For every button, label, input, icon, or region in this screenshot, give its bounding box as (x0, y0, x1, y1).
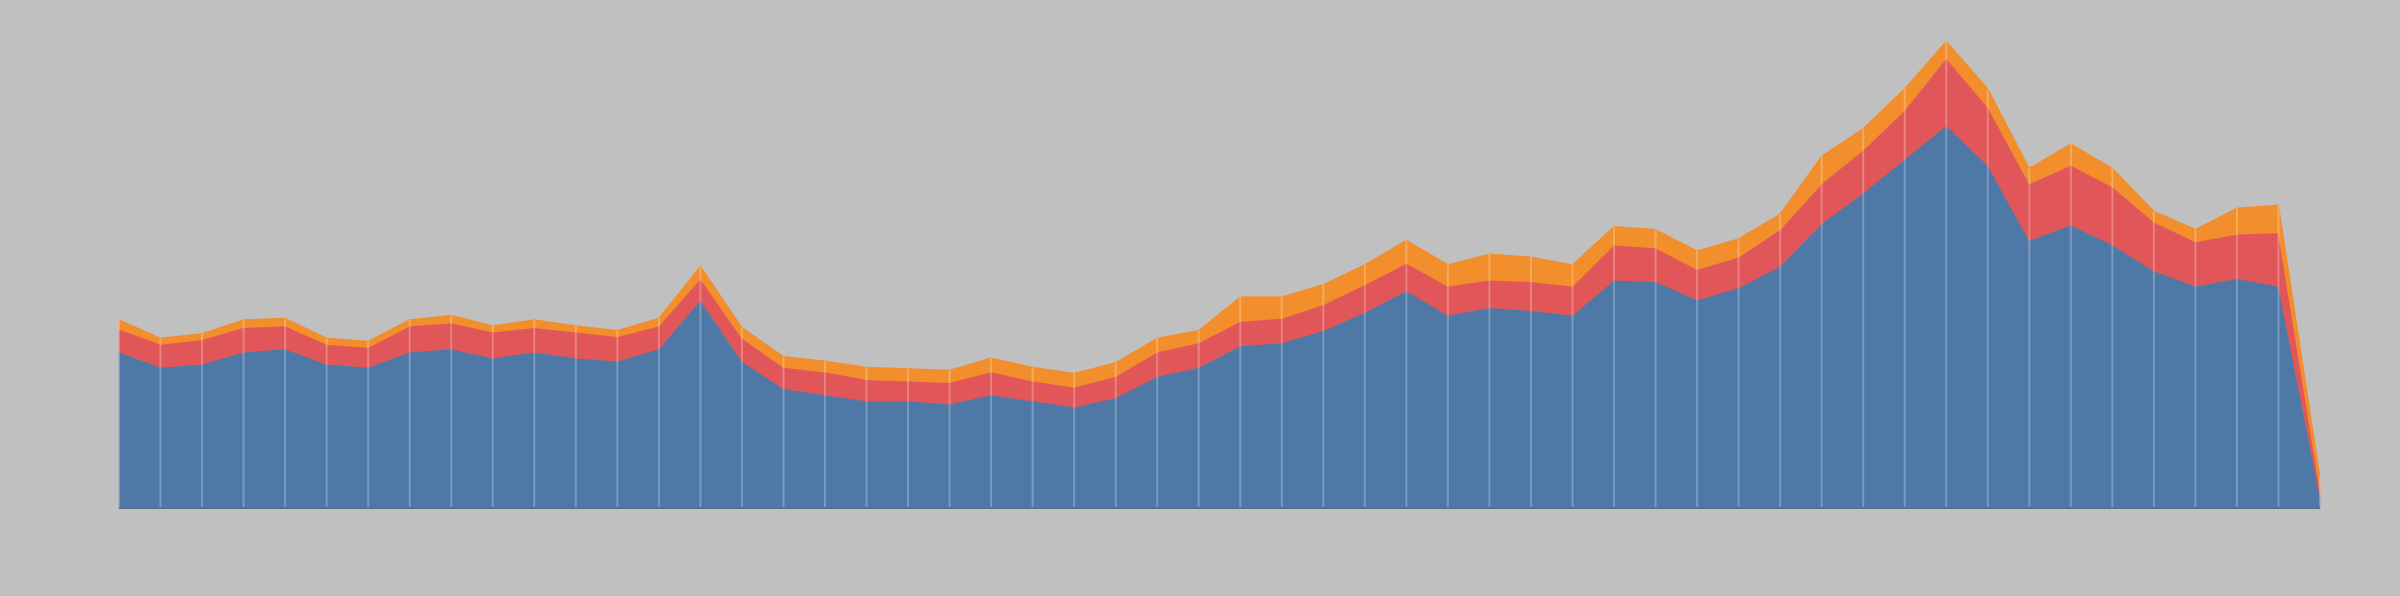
area (118, 40, 2321, 490)
